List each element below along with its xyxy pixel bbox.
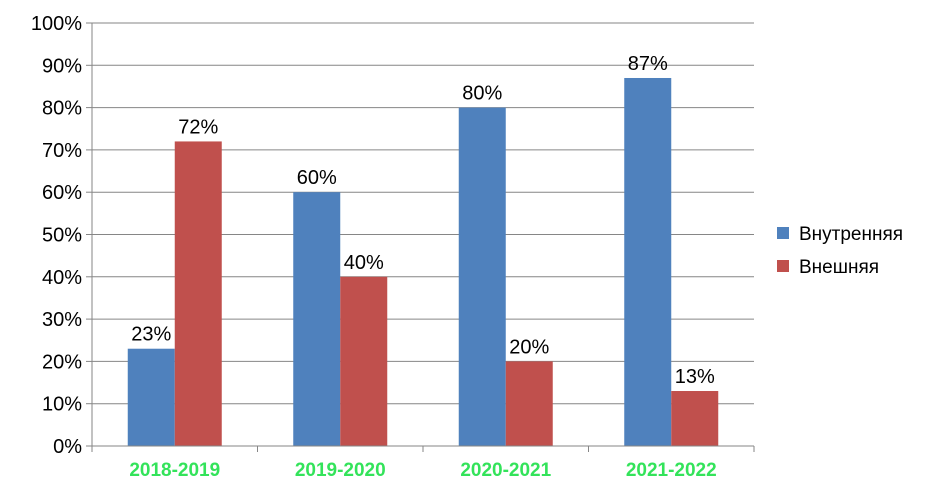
legend: Внутренняя Внешняя bbox=[777, 224, 903, 278]
bar bbox=[340, 276, 388, 446]
bar bbox=[671, 391, 719, 446]
data-label: 87% bbox=[628, 53, 668, 75]
data-label: 20% bbox=[509, 336, 549, 358]
data-label: 23% bbox=[131, 324, 171, 346]
y-tick-label: 100% bbox=[31, 13, 82, 35]
x-category-label: 2019-2020 bbox=[295, 460, 386, 481]
bar bbox=[624, 77, 672, 447]
legend-swatch bbox=[777, 260, 789, 272]
data-labels: 23% 72% 60% 40% 80% 20% 87% 13% bbox=[131, 53, 715, 388]
data-label: 72% bbox=[178, 116, 218, 138]
y-tick-label: 40% bbox=[42, 267, 82, 289]
y-tick-label: 70% bbox=[42, 140, 82, 162]
category-labels: 2018-2019 2019-2020 2020-2021 2021-2022 bbox=[129, 460, 716, 481]
y-tick-label: 60% bbox=[42, 182, 82, 204]
y-tick-label: 50% bbox=[42, 225, 82, 247]
data-label: 40% bbox=[344, 252, 384, 274]
y-tick-label: 80% bbox=[42, 98, 82, 120]
data-label: 60% bbox=[297, 167, 337, 189]
y-tick-label: 30% bbox=[42, 309, 82, 331]
bar bbox=[293, 192, 341, 446]
x-category-label: 2018-2019 bbox=[129, 460, 220, 481]
bar bbox=[458, 107, 506, 446]
bar bbox=[505, 361, 553, 446]
y-tick-label: 20% bbox=[42, 351, 82, 373]
y-tick-label: 90% bbox=[42, 55, 82, 77]
data-label: 13% bbox=[675, 366, 715, 388]
legend-label: Внутренняя bbox=[799, 224, 903, 245]
bar bbox=[174, 141, 222, 446]
data-label: 80% bbox=[462, 83, 502, 105]
y-tick-label: 10% bbox=[42, 394, 82, 416]
bars bbox=[127, 77, 719, 447]
axes bbox=[86, 22, 755, 452]
bar bbox=[127, 348, 175, 446]
legend-swatch bbox=[777, 227, 789, 239]
x-category-label: 2021-2022 bbox=[626, 460, 717, 481]
legend-label: Внешняя bbox=[799, 257, 879, 278]
y-tick-label: 0% bbox=[53, 436, 82, 458]
x-category-label: 2020-2021 bbox=[460, 460, 551, 481]
y-axis-tick-labels: 0% 10% 20% 30% 40% 50% 60% 70% 80% 90% 100% bbox=[31, 13, 82, 458]
